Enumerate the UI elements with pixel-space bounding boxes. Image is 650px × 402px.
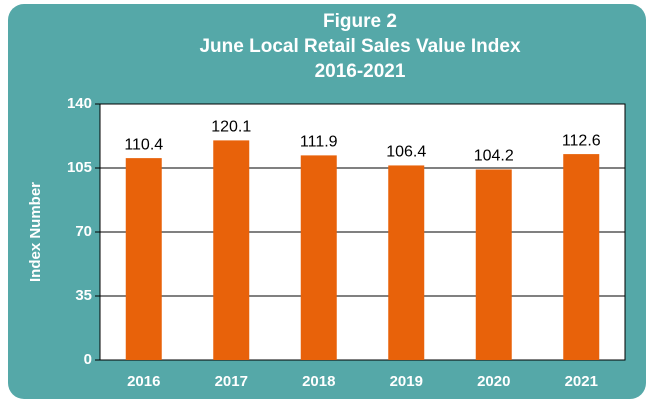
bar xyxy=(213,140,250,360)
x-tick-label: 2018 xyxy=(302,373,335,390)
x-tick-label: 2019 xyxy=(390,373,423,390)
x-tick-label: 2021 xyxy=(565,373,598,390)
bar xyxy=(388,165,425,360)
y-tick-label: 35 xyxy=(75,287,92,304)
y-tick-label: 70 xyxy=(75,223,92,240)
x-tick-label: 2016 xyxy=(127,373,160,390)
value-label: 111.9 xyxy=(300,134,338,151)
value-label: 120.1 xyxy=(211,119,251,136)
y-tick-label: 105 xyxy=(67,159,92,176)
bar xyxy=(300,155,337,360)
value-label: 112.6 xyxy=(562,132,601,149)
value-label: 110.4 xyxy=(124,136,163,153)
x-tick-label: 2017 xyxy=(215,373,248,390)
y-tick-label: 0 xyxy=(84,351,92,368)
x-tick-label: 2020 xyxy=(477,373,510,390)
value-label: 104.2 xyxy=(474,148,514,165)
bar xyxy=(125,158,162,360)
bar xyxy=(475,169,512,360)
bar xyxy=(563,154,600,360)
chart-title: Figure 2 xyxy=(323,11,397,32)
value-label: 106.4 xyxy=(386,144,426,161)
chart-title: 2016-2021 xyxy=(315,61,406,82)
y-axis-label: Index Number xyxy=(27,182,44,282)
chart-title: June Local Retail Sales Value Index xyxy=(199,36,520,57)
y-tick-label: 140 xyxy=(67,95,92,112)
